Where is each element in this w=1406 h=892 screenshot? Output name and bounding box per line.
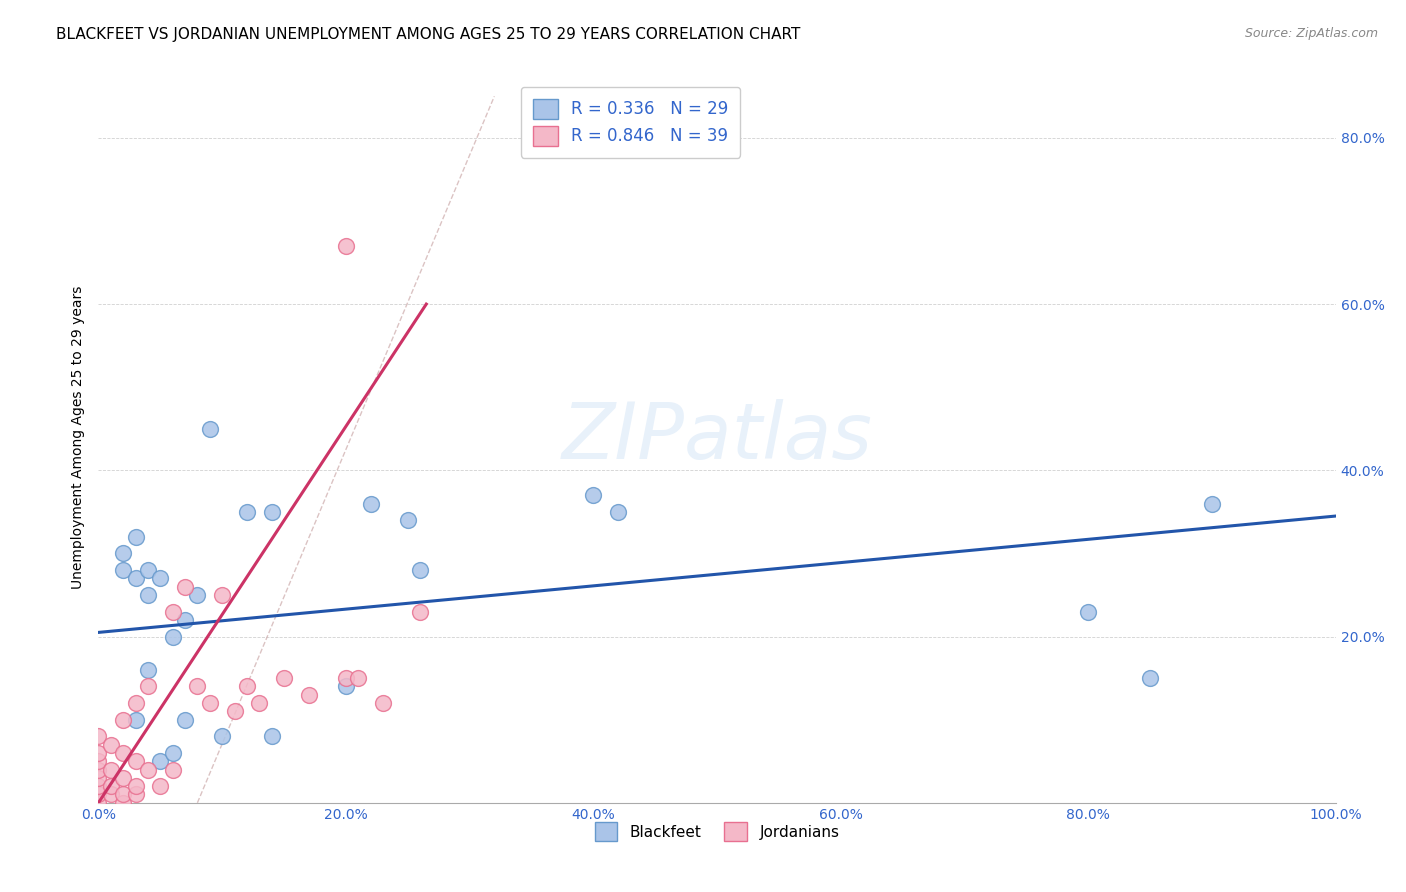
Blackfeet xyxy=(162,630,184,644)
Jordanians xyxy=(112,788,135,802)
Jordanians xyxy=(162,763,184,777)
Jordanians xyxy=(186,680,208,694)
Blackfeet xyxy=(124,713,146,727)
Jordanians xyxy=(174,580,197,594)
Jordanians xyxy=(273,671,295,685)
Jordanians xyxy=(236,680,259,694)
Jordanians xyxy=(198,696,221,710)
Jordanians xyxy=(100,788,122,802)
Text: BLACKFEET VS JORDANIAN UNEMPLOYMENT AMONG AGES 25 TO 29 YEARS CORRELATION CHART: BLACKFEET VS JORDANIAN UNEMPLOYMENT AMON… xyxy=(56,27,800,42)
Jordanians xyxy=(211,588,233,602)
Blackfeet xyxy=(136,663,159,677)
Jordanians xyxy=(112,746,135,760)
Jordanians xyxy=(335,671,357,685)
Blackfeet xyxy=(582,488,605,502)
Jordanians xyxy=(87,788,110,802)
Jordanians xyxy=(347,671,370,685)
Jordanians xyxy=(149,779,172,793)
Jordanians xyxy=(87,754,110,768)
Jordanians xyxy=(100,738,122,752)
Blackfeet xyxy=(1077,605,1099,619)
Blackfeet xyxy=(409,563,432,577)
Jordanians xyxy=(136,763,159,777)
Jordanians xyxy=(335,239,357,253)
Jordanians xyxy=(224,705,246,719)
Legend: Blackfeet, Jordanians: Blackfeet, Jordanians xyxy=(585,813,849,850)
Jordanians xyxy=(409,605,432,619)
Blackfeet xyxy=(260,729,283,743)
Jordanians xyxy=(112,771,135,785)
Jordanians xyxy=(298,688,321,702)
Text: ZIPatlas: ZIPatlas xyxy=(561,399,873,475)
Blackfeet xyxy=(136,563,159,577)
Blackfeet xyxy=(136,588,159,602)
Jordanians xyxy=(112,796,135,810)
Blackfeet xyxy=(112,563,135,577)
Blackfeet xyxy=(112,546,135,560)
Jordanians xyxy=(162,605,184,619)
Blackfeet xyxy=(174,613,197,627)
Blackfeet xyxy=(174,713,197,727)
Blackfeet xyxy=(260,505,283,519)
Jordanians xyxy=(87,796,110,810)
Blackfeet xyxy=(236,505,259,519)
Blackfeet xyxy=(124,571,146,585)
Blackfeet xyxy=(149,754,172,768)
Jordanians xyxy=(100,763,122,777)
Jordanians xyxy=(87,729,110,743)
Jordanians xyxy=(100,779,122,793)
Y-axis label: Unemployment Among Ages 25 to 29 years: Unemployment Among Ages 25 to 29 years xyxy=(70,285,84,589)
Jordanians xyxy=(87,746,110,760)
Blackfeet xyxy=(1139,671,1161,685)
Text: Source: ZipAtlas.com: Source: ZipAtlas.com xyxy=(1244,27,1378,40)
Blackfeet xyxy=(335,680,357,694)
Jordanians xyxy=(124,779,146,793)
Blackfeet xyxy=(124,530,146,544)
Blackfeet xyxy=(1201,497,1223,511)
Jordanians xyxy=(136,680,159,694)
Jordanians xyxy=(124,696,146,710)
Jordanians xyxy=(371,696,394,710)
Blackfeet xyxy=(360,497,382,511)
Jordanians xyxy=(247,696,270,710)
Blackfeet xyxy=(211,729,233,743)
Blackfeet xyxy=(198,422,221,436)
Jordanians xyxy=(124,788,146,802)
Jordanians xyxy=(87,771,110,785)
Jordanians xyxy=(87,779,110,793)
Blackfeet xyxy=(186,588,208,602)
Jordanians xyxy=(112,713,135,727)
Jordanians xyxy=(124,754,146,768)
Blackfeet xyxy=(607,505,630,519)
Blackfeet xyxy=(162,746,184,760)
Blackfeet xyxy=(396,513,419,527)
Jordanians xyxy=(87,763,110,777)
Blackfeet xyxy=(149,571,172,585)
